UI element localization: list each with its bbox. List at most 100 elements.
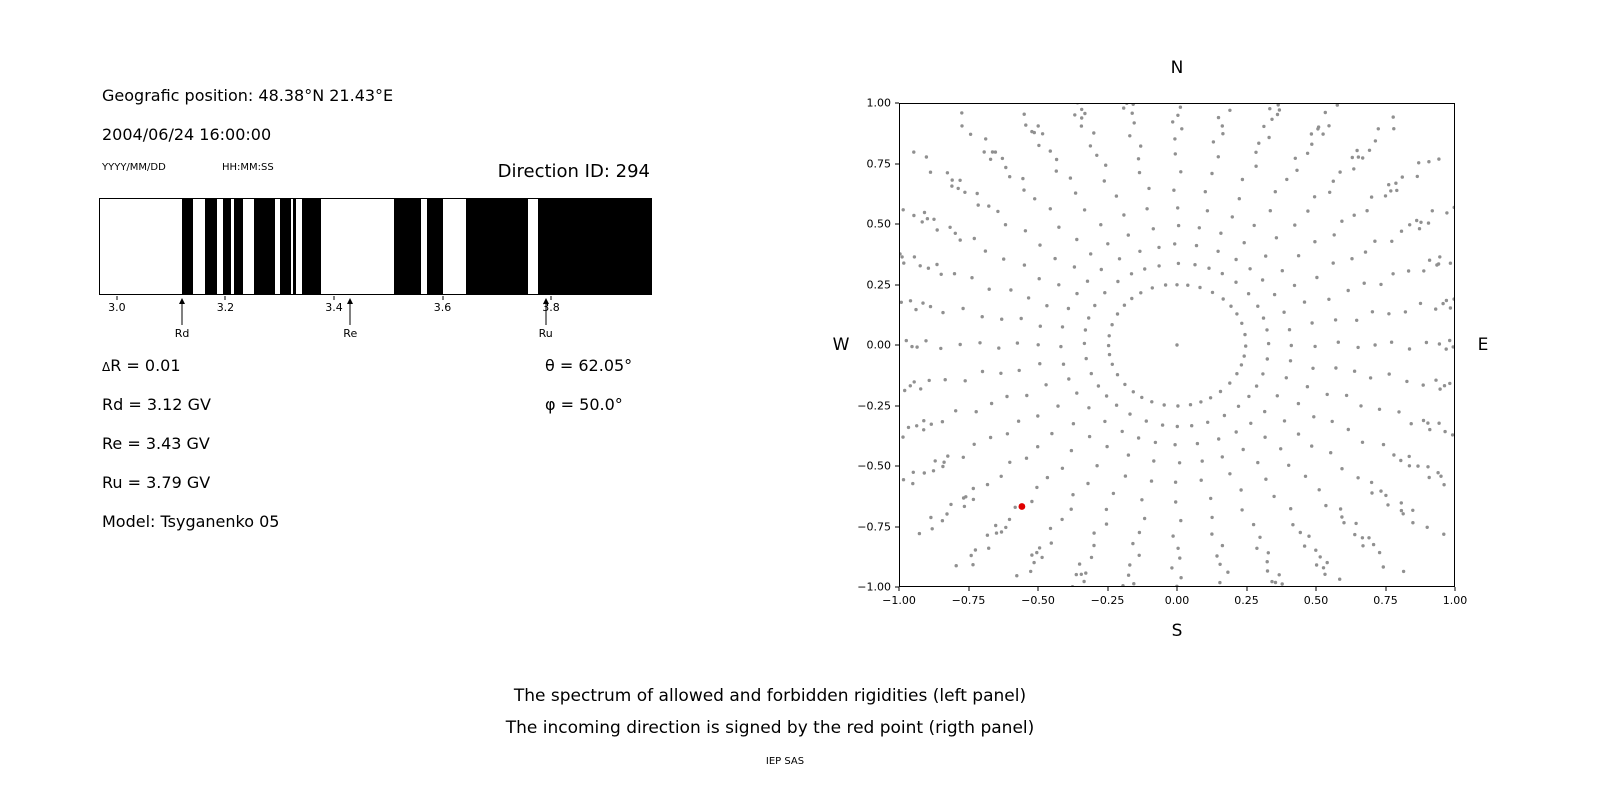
scatter-dot (1008, 460, 1012, 464)
direction-x-axis: −1.00 −0.75 −0.50 −0.25 0.00 0.25 0.50 0.75 1.00 (882, 587, 1467, 617)
scatter-dot (922, 419, 926, 423)
scatter-dot (1289, 507, 1293, 511)
scatter-dot (1264, 477, 1268, 481)
scatter-dot (939, 272, 943, 276)
scatter-dot (1267, 135, 1271, 140)
scatter-dot (1144, 419, 1148, 423)
scatter-dot (945, 171, 950, 175)
scatter-dot (1048, 526, 1053, 531)
scatter-dot (1392, 453, 1396, 457)
scatter-dot (1295, 168, 1299, 172)
scatter-dot (1228, 472, 1232, 476)
x-tick (1107, 587, 1108, 591)
scatter-dot (1072, 265, 1077, 269)
scatter-dot (1069, 507, 1073, 511)
forbidden-band (204, 199, 217, 294)
scatter-dot (925, 217, 930, 221)
scatter-dot (1331, 179, 1335, 183)
scatter-dot (1391, 115, 1395, 119)
scatter-dot (1443, 429, 1447, 434)
scatter-dot (1057, 283, 1061, 287)
scatter-dot (1048, 207, 1052, 211)
scatter-dot (1310, 321, 1314, 325)
scatter-dot (1038, 362, 1042, 366)
scatter-dot (1399, 501, 1403, 505)
scatter-dot (970, 276, 974, 280)
scatter-dot (1312, 415, 1316, 419)
scatter-dot (994, 531, 999, 535)
scatter-dot (1110, 362, 1114, 366)
scatter-dot (1331, 261, 1335, 265)
scatter-dot (1445, 211, 1449, 215)
scatter-dot (1038, 243, 1042, 247)
scatter-dot (1330, 419, 1334, 424)
scatter-dot (939, 346, 943, 351)
scatter-dot (1040, 555, 1044, 560)
ru-line: Ru = 3.79 GV (102, 473, 211, 492)
scatter-dot (1426, 465, 1430, 469)
scatter-dot (1325, 560, 1329, 565)
scatter-dot (1220, 271, 1224, 276)
scatter-dot (958, 342, 962, 347)
scatter-dot (1150, 400, 1154, 404)
scatter-dot (1229, 304, 1233, 308)
scatter-dot (1270, 117, 1274, 121)
scatter-dot (904, 338, 908, 343)
scatter-dot (1178, 556, 1182, 560)
scatter-dot (1132, 121, 1136, 125)
delta-r-line: ΔR = 0.01 (102, 356, 181, 375)
scatter-dot (1126, 233, 1130, 237)
scatter-dot (1107, 334, 1111, 338)
spectrum-tick-label: 3.0 (108, 301, 126, 314)
scatter-dot (1316, 125, 1321, 129)
scatter-dot (1230, 215, 1234, 219)
scatter-dot (1256, 304, 1260, 308)
scatter-dot (1075, 291, 1079, 296)
scatter-dot (954, 564, 958, 568)
scatter-dot (1137, 170, 1142, 175)
scatter-dot (1361, 544, 1365, 548)
scatter-dot (1153, 440, 1158, 445)
scatter-dot (927, 378, 931, 383)
scatter-dot (1103, 419, 1107, 424)
scatter-dot (1323, 110, 1327, 115)
scatter-dot (1314, 548, 1318, 552)
scatter-dot (1160, 423, 1165, 427)
scatter-dot (1199, 400, 1203, 404)
scatter-dot (929, 515, 933, 520)
scatter-dot (1157, 264, 1161, 268)
scatter-dot (1406, 269, 1411, 273)
scatter-dot (1060, 325, 1065, 329)
scatter-dot (1219, 231, 1223, 235)
scatter-dot (961, 455, 965, 459)
scatter-dot (1342, 521, 1346, 525)
scatter-dot (989, 401, 994, 406)
scatter-dot (1198, 285, 1202, 290)
y-tick-label: −0.50 (857, 459, 891, 473)
scatter-dot (1004, 525, 1008, 530)
footer-credit: IEP SAS (765, 756, 805, 767)
scatter-dot (1317, 488, 1321, 492)
scatter-dot (1373, 139, 1378, 143)
date-format-hint: YYYY/MM/DD (102, 162, 166, 173)
scatter-dot (971, 563, 975, 567)
scatter-dot (1084, 356, 1088, 361)
scatter-dot (1371, 542, 1376, 547)
spectrum-tick-label: 3.8 (542, 301, 560, 314)
geographic-position-label: Geografic position: 48.38°N 21.43°E (102, 86, 394, 105)
scatter-dot (1036, 445, 1040, 449)
x-tick-label: 0.00 (1164, 594, 1190, 607)
scatter-dot (961, 306, 965, 311)
scatter-dot (952, 272, 957, 276)
scatter-dot (1126, 453, 1131, 457)
scatter-dot (1356, 476, 1360, 480)
scatter-dot (1367, 536, 1371, 540)
scatter-dot (1324, 503, 1328, 508)
scatter-dot (1452, 297, 1454, 301)
scatter-dot (1242, 354, 1246, 358)
scatter-dot (1442, 384, 1447, 388)
scatter-dot (901, 208, 905, 212)
scatter-dot (1254, 150, 1258, 154)
scatter-dot (1060, 517, 1064, 522)
scatter-dot (922, 210, 927, 215)
